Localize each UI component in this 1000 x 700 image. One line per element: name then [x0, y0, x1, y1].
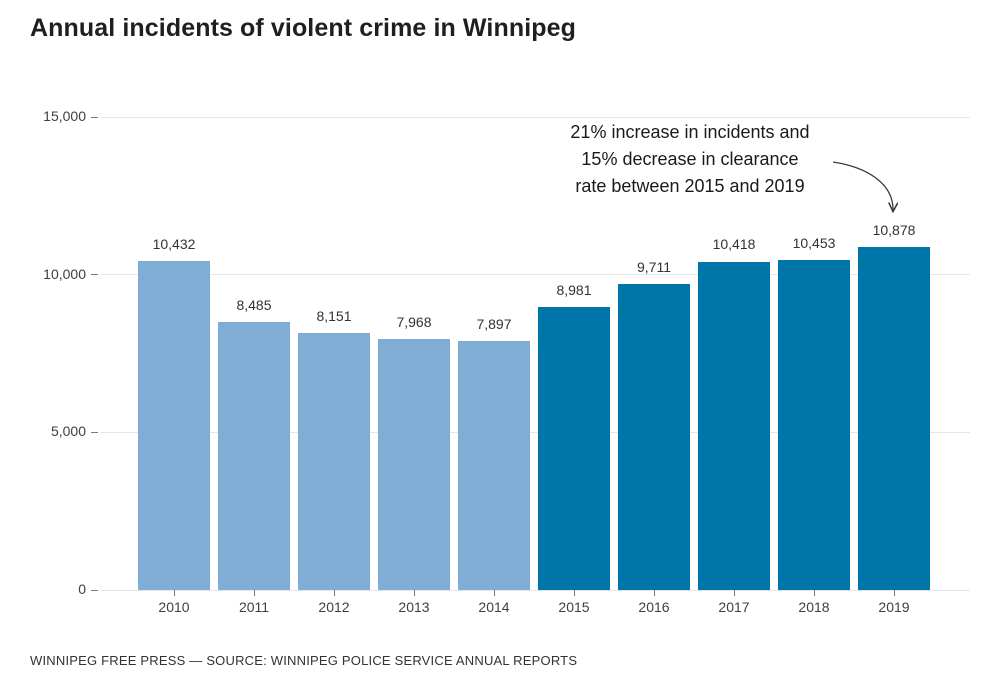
y-tick-mark: [91, 589, 98, 591]
y-axis-tick-label: 0: [20, 581, 98, 597]
x-tick-mark: [574, 590, 575, 596]
bar-2012: [298, 332, 370, 590]
x-axis-label-2015: 2015: [558, 599, 590, 615]
x-axis-label-2010: 2010: [158, 599, 190, 615]
bar-value-label: 10,453: [792, 235, 836, 252]
bar-2013: [378, 338, 450, 590]
bar-value-label: 8,151: [316, 307, 352, 324]
x-axis-label-2018: 2018: [798, 599, 830, 615]
gridline: [100, 116, 970, 118]
y-axis-tick-label: 5,000: [20, 423, 98, 439]
x-axis-label-2012: 2012: [318, 599, 350, 615]
bar-value-label: 10,432: [152, 236, 196, 253]
x-tick-mark: [254, 590, 255, 596]
bar-value-label: 8,981: [556, 281, 592, 298]
plot-area: 10,432 2010 8,485 2011 8,151 2012 7,968 2013 7,8…: [100, 116, 970, 615]
y-tick-mark: [91, 274, 98, 276]
x-axis-label-2011: 2011: [238, 599, 270, 615]
bar-2015: [538, 306, 610, 590]
bar-2010: [138, 261, 210, 590]
chart-title: Annual incidents of violent crime in Win…: [30, 14, 576, 42]
x-tick-mark: [494, 590, 495, 596]
x-tick-mark: [894, 590, 895, 596]
x-axis-label-2014: 2014: [478, 599, 510, 615]
bar-value-label: 7,968: [396, 313, 432, 330]
y-axis-tick-label: 10,000: [20, 266, 98, 282]
bar-value-label: 9,711: [637, 258, 671, 275]
bar-value-label: 7,897: [476, 315, 512, 332]
annotation: 21% increase in incidents and 15% decrea…: [540, 119, 840, 200]
x-tick-mark: [734, 590, 735, 596]
bar-2011: [218, 322, 290, 590]
y-tick-mark: [91, 116, 98, 118]
y-tick-text: 15,000: [43, 108, 86, 124]
gridline: [100, 589, 970, 591]
y-tick-mark: [91, 432, 98, 434]
bar-2016: [618, 283, 690, 590]
x-tick-mark: [654, 590, 655, 596]
x-axis-label-2017: 2017: [718, 599, 750, 615]
annotation-line: 15% decrease in clearance: [581, 149, 799, 169]
annotation-line: rate between 2015 and 2019: [575, 176, 805, 196]
bar-2019: [858, 246, 930, 590]
x-tick-mark: [414, 590, 415, 596]
bar-value-label: 10,878: [872, 221, 916, 238]
annotation-line: 21% increase in incidents and: [570, 122, 810, 142]
bar-2014: [458, 340, 530, 590]
x-tick-mark: [174, 590, 175, 596]
x-tick-mark: [334, 590, 335, 596]
gridline: [100, 431, 970, 433]
x-axis-label-2016: 2016: [638, 599, 670, 615]
y-tick-text: 0: [78, 581, 86, 597]
bar-2017: [698, 261, 770, 590]
bar-value-label: 10,418: [712, 236, 756, 253]
source-line: WINNIPEG FREE PRESS — SOURCE: WINNIPEG P…: [30, 653, 578, 668]
x-axis-label-2013: 2013: [398, 599, 430, 615]
bar-2018: [778, 260, 850, 590]
y-tick-text: 10,000: [43, 265, 86, 282]
x-tick-mark: [814, 590, 815, 596]
gridline: [100, 274, 970, 276]
y-axis-tick-label: 15,000: [20, 108, 98, 124]
x-axis-label-2019: 2019: [878, 599, 910, 615]
bar-value-label: 8,485: [236, 297, 272, 314]
y-tick-text: 5,000: [50, 423, 86, 440]
